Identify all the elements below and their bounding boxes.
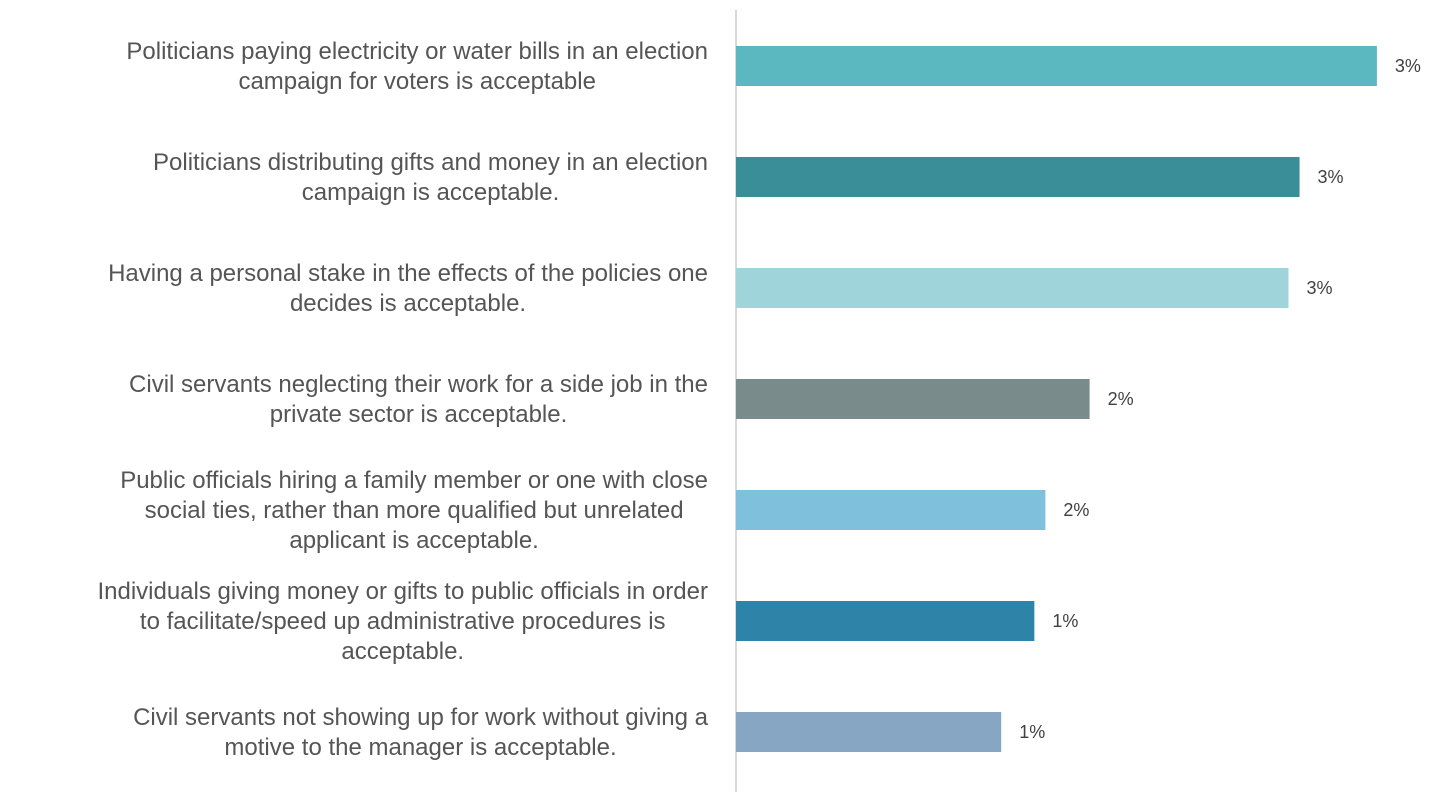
bar-4 bbox=[736, 379, 1090, 419]
bar-3 bbox=[736, 268, 1289, 308]
data-label-2: 3% bbox=[1318, 167, 1344, 187]
category-label-line: to facilitate/speed up administrative pr… bbox=[140, 608, 666, 635]
category-label-line: campaign for voters is acceptable bbox=[238, 68, 596, 95]
category-label-line: Civil servants neglecting their work for… bbox=[129, 371, 708, 398]
category-label-line: private sector is acceptable. bbox=[270, 401, 567, 428]
category-label-7: Civil servants not showing up for work w… bbox=[133, 704, 709, 761]
data-label-3: 3% bbox=[1307, 278, 1333, 298]
category-label-line: acceptable. bbox=[341, 638, 464, 665]
category-label-line: Having a personal stake in the effects o… bbox=[108, 260, 708, 287]
data-label-1: 3% bbox=[1395, 56, 1421, 76]
bar-6 bbox=[736, 601, 1035, 641]
category-label-line: motive to the manager is acceptable. bbox=[224, 734, 616, 761]
category-label-2: Politicians distributing gifts and money… bbox=[153, 149, 708, 206]
category-label-line: decides is acceptable. bbox=[290, 290, 526, 317]
category-label-line: Politicians paying electricity or water … bbox=[126, 38, 708, 65]
bar-2 bbox=[736, 157, 1300, 197]
bar-7 bbox=[736, 712, 1002, 752]
category-label-4: Civil servants neglecting their work for… bbox=[129, 371, 708, 428]
category-label-line: Public officials hiring a family member … bbox=[120, 467, 708, 494]
data-label-5: 2% bbox=[1063, 500, 1089, 520]
category-label-3: Having a personal stake in the effects o… bbox=[108, 260, 708, 317]
data-label-7: 1% bbox=[1019, 722, 1045, 742]
category-label-line: applicant is acceptable. bbox=[289, 527, 539, 554]
category-label-line: campaign is acceptable. bbox=[302, 179, 559, 206]
bars bbox=[736, 46, 1377, 752]
category-label-line: Politicians distributing gifts and money… bbox=[153, 149, 708, 176]
bar-1 bbox=[736, 46, 1377, 86]
bar-5 bbox=[736, 490, 1046, 530]
category-label-1: Politicians paying electricity or water … bbox=[126, 38, 708, 95]
category-label-5: Public officials hiring a family member … bbox=[120, 467, 708, 554]
category-label-line: Civil servants not showing up for work w… bbox=[133, 704, 709, 731]
data-label-6: 1% bbox=[1052, 611, 1078, 631]
data-label-4: 2% bbox=[1108, 389, 1134, 409]
data-labels: 3% 3% 3% 2% 2% 1% 1% bbox=[1019, 56, 1421, 742]
category-label-6: Individuals giving money or gifts to pub… bbox=[97, 578, 708, 665]
category-label-line: Individuals giving money or gifts to pub… bbox=[97, 578, 708, 605]
category-labels: Politicians paying electricity or water … bbox=[97, 38, 708, 761]
category-label-line: social ties, rather than more qualified … bbox=[145, 497, 684, 524]
